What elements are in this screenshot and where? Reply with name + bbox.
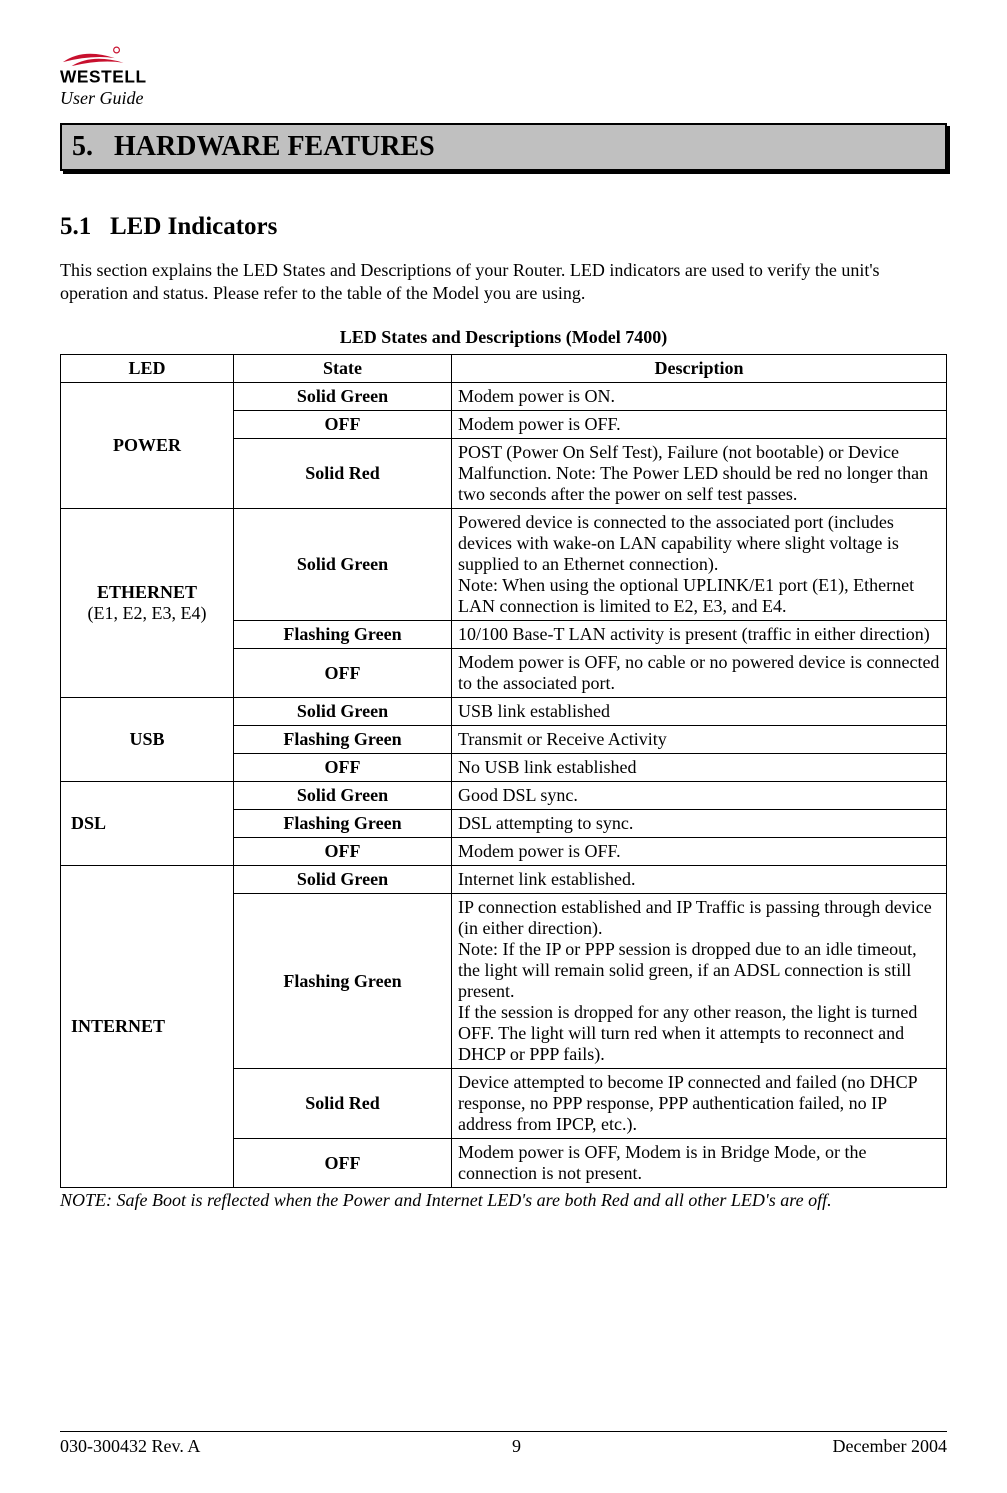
state-cell: Solid Green xyxy=(234,509,452,621)
state-cell: Flashing Green xyxy=(234,894,452,1069)
state-cell: Solid Green xyxy=(234,383,452,411)
desc-cell: USB link established xyxy=(452,698,947,726)
user-guide-label: User Guide xyxy=(60,88,947,109)
state-cell: Solid Green xyxy=(234,698,452,726)
logo-area: WESTELL User Guide xyxy=(60,40,947,109)
subsection-title: LED Indicators xyxy=(110,213,277,240)
led-usb: USB xyxy=(61,698,234,782)
col-desc: Description xyxy=(452,355,947,383)
section-number: 5. xyxy=(72,131,93,162)
state-cell: Flashing Green xyxy=(234,810,452,838)
desc-cell: DSL attempting to sync. xyxy=(452,810,947,838)
led-power-label: POWER xyxy=(113,435,181,455)
desc-cell: Modem power is OFF. xyxy=(452,838,947,866)
state-cell: Solid Green xyxy=(234,866,452,894)
table-title: LED States and Descriptions (Model 7400) xyxy=(60,327,947,348)
footer-right: December 2004 xyxy=(833,1436,947,1457)
desc-cell: Modem power is ON. xyxy=(452,383,947,411)
table-row: INTERNET Solid Green Internet link estab… xyxy=(61,866,947,894)
subsection-number: 5.1 xyxy=(60,213,91,240)
westell-logo-icon: WESTELL xyxy=(60,40,210,90)
led-ethernet: ETHERNET (E1, E2, E3, E4) xyxy=(61,509,234,698)
desc-cell: Modem power is OFF. xyxy=(452,411,947,439)
table-row: ETHERNET (E1, E2, E3, E4) Solid Green Po… xyxy=(61,509,947,621)
state-cell: Flashing Green xyxy=(234,621,452,649)
state-cell: OFF xyxy=(234,411,452,439)
table-row: USB Solid Green USB link established xyxy=(61,698,947,726)
led-ethernet-sub: (E1, E2, E3, E4) xyxy=(67,603,227,624)
footer-left: 030-300432 Rev. A xyxy=(60,1436,200,1457)
footnote: NOTE: Safe Boot is reflected when the Po… xyxy=(60,1190,947,1211)
footer-center: 9 xyxy=(512,1436,521,1457)
led-dsl-label: DSL xyxy=(71,813,106,833)
intro-text: This section explains the LED States and… xyxy=(60,259,947,305)
table-header-row: LED State Description xyxy=(61,355,947,383)
led-internet: INTERNET xyxy=(61,866,234,1188)
state-cell: Flashing Green xyxy=(234,726,452,754)
desc-cell: Transmit or Receive Activity xyxy=(452,726,947,754)
desc-cell: No USB link established xyxy=(452,754,947,782)
desc-cell: IP connection established and IP Traffic… xyxy=(452,894,947,1069)
footer: 030-300432 Rev. A 9 December 2004 xyxy=(60,1431,947,1457)
page: WESTELL User Guide 5. HARDWARE FEATURES … xyxy=(0,0,1007,1493)
desc-cell: Modem power is OFF, no cable or no power… xyxy=(452,649,947,698)
desc-cell: Internet link established. xyxy=(452,866,947,894)
state-cell: Solid Green xyxy=(234,782,452,810)
led-ethernet-label: ETHERNET xyxy=(97,582,197,602)
desc-cell: Powered device is connected to the assoc… xyxy=(452,509,947,621)
led-power: POWER xyxy=(61,383,234,509)
led-usb-label: USB xyxy=(129,729,164,749)
col-state: State xyxy=(234,355,452,383)
section-title: HARDWARE FEATURES xyxy=(114,131,435,162)
led-internet-label: INTERNET xyxy=(71,1016,165,1036)
col-led: LED xyxy=(61,355,234,383)
state-cell: OFF xyxy=(234,838,452,866)
desc-cell: POST (Power On Self Test), Failure (not … xyxy=(452,439,947,509)
table-row: DSL Solid Green Good DSL sync. xyxy=(61,782,947,810)
led-dsl: DSL xyxy=(61,782,234,866)
table-row: POWER Solid Green Modem power is ON. xyxy=(61,383,947,411)
section-header: 5. HARDWARE FEATURES xyxy=(60,123,947,171)
state-cell: OFF xyxy=(234,754,452,782)
desc-cell: 10/100 Base-T LAN activity is present (t… xyxy=(452,621,947,649)
state-cell: Solid Red xyxy=(234,1069,452,1139)
state-cell: OFF xyxy=(234,649,452,698)
desc-cell: Modem power is OFF, Modem is in Bridge M… xyxy=(452,1139,947,1188)
desc-cell: Device attempted to become IP connected … xyxy=(452,1069,947,1139)
subsection-header: 5.1 LED Indicators xyxy=(60,213,947,241)
led-table: LED State Description POWER Solid Green … xyxy=(60,354,947,1188)
brand-text: WESTELL xyxy=(60,66,147,86)
state-cell: OFF xyxy=(234,1139,452,1188)
desc-cell: Good DSL sync. xyxy=(452,782,947,810)
state-cell: Solid Red xyxy=(234,439,452,509)
